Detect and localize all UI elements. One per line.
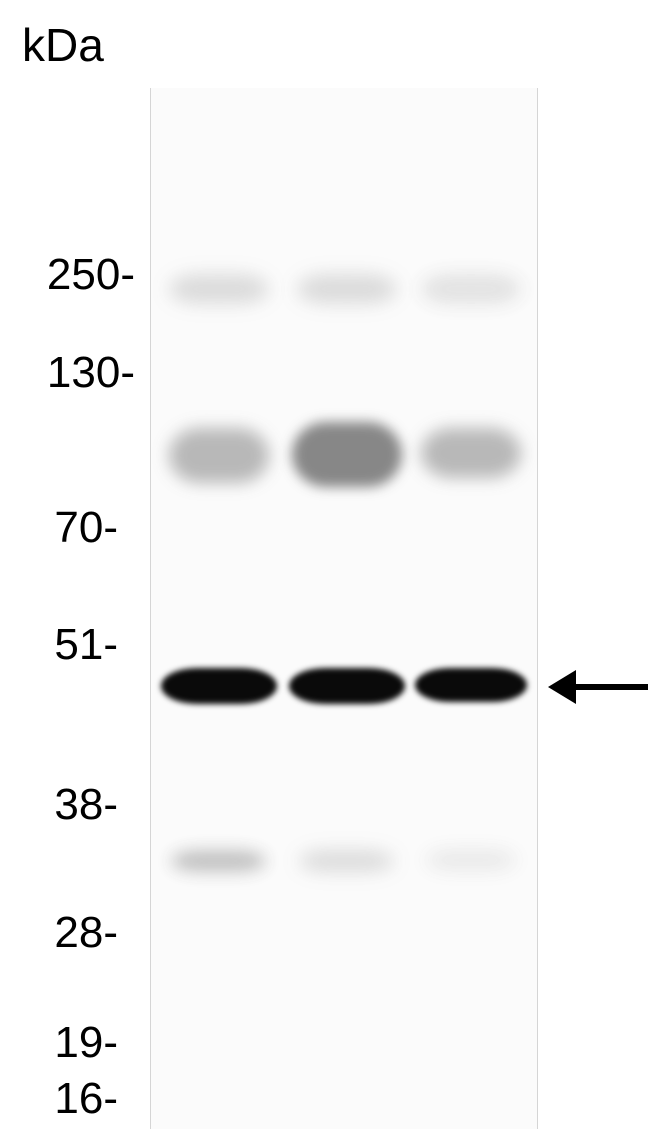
band-lane1-95 [169,428,269,483]
marker-51: 51- [54,620,118,670]
kda-unit-label: kDa [22,18,104,72]
marker-16: 16- [54,1074,118,1124]
marker-19: 19- [54,1018,118,1068]
marker-38: 38- [54,780,118,830]
band-lane2-95 [292,422,402,487]
marker-130: 130- [47,348,135,398]
band-lane1-250 [169,274,269,304]
target-band-arrow [548,668,648,708]
band-lane3-250 [421,274,521,304]
band-lane3-main [415,668,527,702]
marker-70: 70- [54,503,118,553]
arrow-head-icon [548,670,576,704]
band-lane2-250 [297,274,397,304]
band-lane3-95 [421,428,521,478]
band-lane2-32 [299,850,394,872]
marker-250: 250- [47,250,135,300]
band-lane2-main [289,668,405,704]
band-lane1-main [161,668,277,704]
figure-container: kDa 250- 130- 70- 51- 38- 28- 19- 16- [0,0,650,1129]
band-lane3-32 [426,850,516,870]
band-lane1-32 [171,850,266,872]
marker-28: 28- [54,908,118,958]
arrow-shaft [572,684,648,690]
blot-membrane [150,88,538,1129]
